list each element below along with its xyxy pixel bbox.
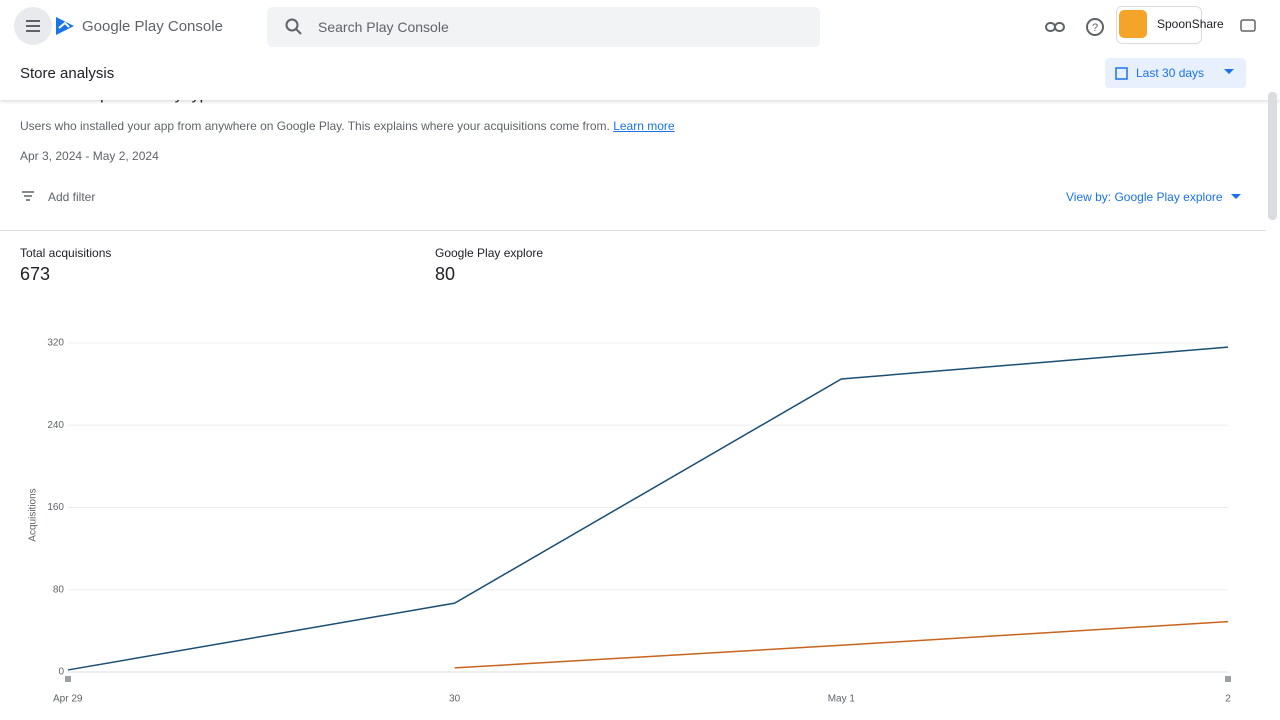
logo xyxy=(56,17,74,35)
filter-icon xyxy=(22,191,34,201)
metric-label: Google Play explore xyxy=(435,246,544,260)
search-box[interactable] xyxy=(267,7,820,47)
y-tick-label: 320 xyxy=(47,338,64,349)
range-handle xyxy=(1225,676,1231,682)
metric-label: Total acquisitions xyxy=(20,246,112,260)
y-tick-label: 80 xyxy=(53,584,65,595)
range-handle xyxy=(65,676,71,682)
date-range[interactable]: Last 30 days xyxy=(1136,66,1205,80)
series-line xyxy=(67,346,1229,671)
x-tick-label: May 1 xyxy=(828,694,856,705)
search-icon xyxy=(285,18,302,35)
view-by[interactable]: View by: Google Play explore xyxy=(1066,190,1223,204)
metric-value: 673 xyxy=(20,264,51,284)
menu-button[interactable] xyxy=(14,7,52,45)
x-tick-label: Apr 29 xyxy=(53,694,83,705)
search-placeholder[interactable]: Search Play Console xyxy=(318,19,449,35)
y-tick-label: 0 xyxy=(58,667,64,678)
metric-value: 80 xyxy=(435,264,456,284)
app-icon xyxy=(1119,10,1147,38)
product-name: Google Play Console xyxy=(82,18,223,35)
dropdown-arrow xyxy=(1224,69,1234,74)
date-picker[interactable] xyxy=(1105,58,1246,88)
divider xyxy=(0,230,1266,231)
page-title: Store analysis xyxy=(20,65,115,82)
series-line xyxy=(454,620,1229,669)
scrollbar xyxy=(1268,92,1277,220)
app-switcher[interactable] xyxy=(1116,6,1202,44)
description-text: Users who installed your app from anywhe… xyxy=(20,119,610,133)
chart: 0 80 160 240 320 Acquisitions Apr 29 30 May 1 2 xyxy=(28,338,1232,705)
calendar-icon xyxy=(1115,67,1128,80)
description: Users who installed your app from anywhe… xyxy=(20,119,675,133)
svg-text:?: ? xyxy=(1092,22,1098,34)
add-filter[interactable]: Add filter xyxy=(48,190,96,204)
help-icon[interactable]: ? xyxy=(1084,16,1106,38)
dropdown-arrow xyxy=(1231,194,1241,199)
account-icon[interactable] xyxy=(1239,15,1257,33)
y-tick-label: 240 xyxy=(47,420,64,431)
x-tick-label: 30 xyxy=(449,694,461,705)
app-name[interactable]: SpoonShare xyxy=(1157,17,1224,31)
link-icon[interactable] xyxy=(1044,16,1066,38)
y-axis-label: Acquisitions xyxy=(28,488,39,541)
y-tick-label: 160 xyxy=(47,502,64,513)
learn-more-link[interactable]: Learn more xyxy=(613,119,675,133)
period: Apr 3, 2024 - May 2, 2024 xyxy=(20,149,159,163)
x-tick-label: 2 xyxy=(1225,694,1231,705)
